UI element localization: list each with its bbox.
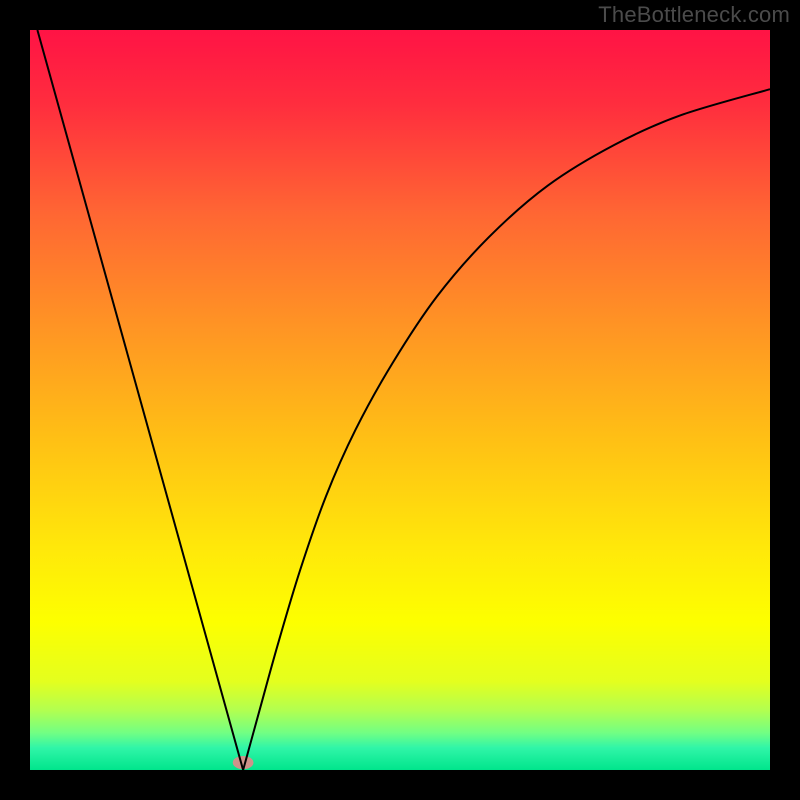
chart-stage: TheBottleneck.com — [0, 0, 800, 800]
watermark-text: TheBottleneck.com — [598, 2, 790, 28]
bottleneck-chart — [0, 0, 800, 800]
